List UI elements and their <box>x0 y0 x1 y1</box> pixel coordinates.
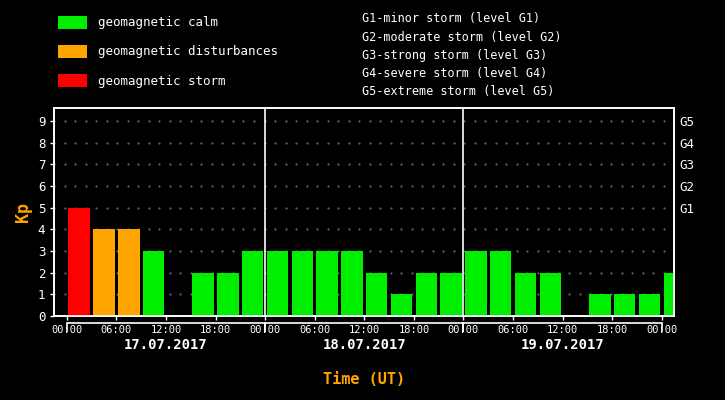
Bar <box>366 273 387 316</box>
Text: geomagnetic storm: geomagnetic storm <box>98 75 225 88</box>
Y-axis label: Kp: Kp <box>14 202 33 222</box>
Bar <box>515 273 536 316</box>
Bar <box>539 273 561 316</box>
Text: G3-strong storm (level G3): G3-strong storm (level G3) <box>362 49 548 62</box>
Bar <box>465 251 486 316</box>
Bar <box>391 294 413 316</box>
Bar <box>118 229 139 316</box>
Bar <box>267 251 289 316</box>
Bar <box>218 273 239 316</box>
Text: 18.07.2017: 18.07.2017 <box>323 338 406 352</box>
FancyBboxPatch shape <box>58 45 87 58</box>
Bar <box>490 251 511 316</box>
Bar <box>143 251 165 316</box>
Text: Time (UT): Time (UT) <box>323 372 405 388</box>
Bar <box>589 294 610 316</box>
FancyBboxPatch shape <box>58 16 87 29</box>
Text: geomagnetic calm: geomagnetic calm <box>98 16 218 29</box>
Bar <box>242 251 263 316</box>
Text: G2-moderate storm (level G2): G2-moderate storm (level G2) <box>362 31 562 44</box>
Text: G1-minor storm (level G1): G1-minor storm (level G1) <box>362 12 541 26</box>
Bar <box>440 273 462 316</box>
Text: G4-severe storm (level G4): G4-severe storm (level G4) <box>362 67 548 80</box>
Bar <box>316 251 338 316</box>
Bar <box>663 273 685 316</box>
Bar <box>94 229 115 316</box>
Text: 17.07.2017: 17.07.2017 <box>124 338 208 352</box>
FancyBboxPatch shape <box>58 74 87 87</box>
Text: G5-extreme storm (level G5): G5-extreme storm (level G5) <box>362 85 555 98</box>
Bar <box>68 208 90 316</box>
Bar <box>291 251 313 316</box>
Bar <box>192 273 214 316</box>
Bar <box>614 294 635 316</box>
Text: 19.07.2017: 19.07.2017 <box>521 338 605 352</box>
Bar <box>639 294 660 316</box>
Bar <box>415 273 437 316</box>
Text: geomagnetic disturbances: geomagnetic disturbances <box>98 46 278 58</box>
Bar <box>341 251 362 316</box>
